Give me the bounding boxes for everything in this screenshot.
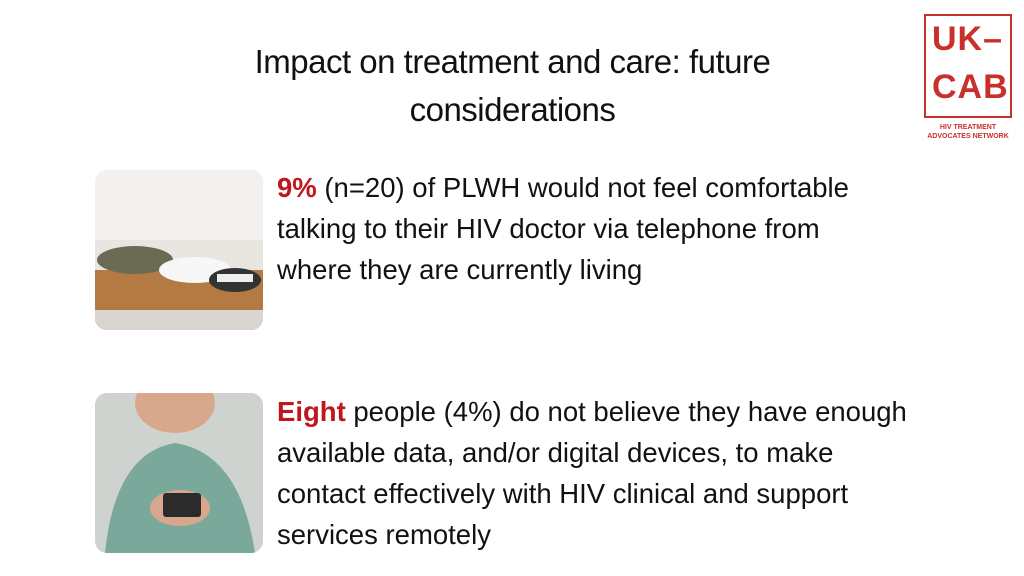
body-text: (n=20) of PLWH would not feel comfortabl… xyxy=(277,172,849,285)
logo-text: UK– xyxy=(932,20,1004,58)
phone-photo xyxy=(95,393,263,553)
slide-title: Impact on treatment and care: future con… xyxy=(254,43,771,128)
highlight: Eight xyxy=(277,396,346,427)
shoes-photo xyxy=(95,170,263,330)
logo-tagline: ADVOCATES NETWORK xyxy=(927,133,1009,140)
logo-tagline: HIV TREATMENT xyxy=(939,124,997,131)
bullet-text: 9% (n=20) of PLWH would not feel comfort… xyxy=(277,167,877,290)
highlight: 9% xyxy=(277,172,317,203)
bullet-text: Eight people (4%) do not believe they ha… xyxy=(277,391,927,555)
logo: UK– CAB xyxy=(924,14,1012,118)
logo-text: CAB xyxy=(932,68,1009,106)
body-text: people (4%) do not believe they have eno… xyxy=(277,396,907,550)
